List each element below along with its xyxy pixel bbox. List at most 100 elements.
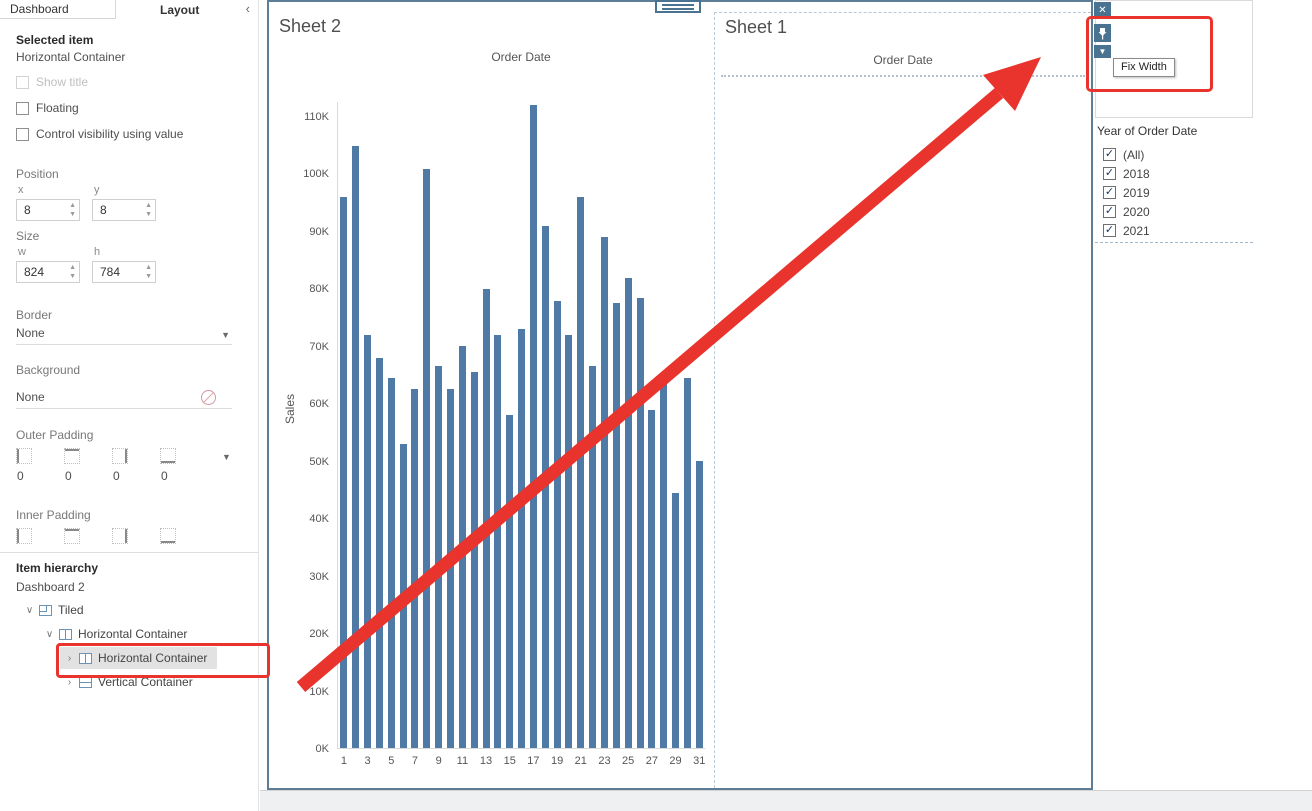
collapse-sidebar-icon[interactable]: ‹ (245, 1, 250, 16)
bar-slot (610, 102, 622, 748)
bar-day-19[interactable] (553, 300, 561, 748)
bar-day-16[interactable] (518, 329, 526, 748)
outer-padding-right-value: 0 (113, 469, 120, 483)
floating-checkbox-row[interactable]: Floating (16, 100, 79, 116)
bar-day-4[interactable] (375, 357, 383, 748)
stepper-arrows-icon[interactable]: ▲ ▼ (145, 202, 152, 218)
y-tick-label: 30K (309, 570, 329, 583)
bar-slot (516, 102, 528, 748)
bar-day-26[interactable] (636, 297, 644, 748)
inner-padding-top-icon[interactable] (64, 528, 80, 544)
bar-slot: 9 (433, 102, 445, 767)
chevron-right-icon[interactable]: › (67, 676, 72, 688)
tree-item-vertical-container[interactable]: › Vertical Container (0, 670, 259, 694)
inner-padding-right-icon[interactable] (112, 528, 128, 544)
stepper-arrows-icon[interactable]: ▲ ▼ (145, 264, 152, 280)
border-dropdown[interactable]: None ▼ (16, 326, 232, 345)
stepper-arrows-icon[interactable]: ▲ ▼ (69, 202, 76, 218)
position-x-input[interactable] (17, 200, 79, 220)
bar-day-21[interactable] (577, 197, 585, 748)
container-grip-handle-icon[interactable] (655, 0, 701, 13)
background-dropdown[interactable]: None (16, 390, 232, 409)
container-menu-caret-button[interactable]: ▼ (1094, 45, 1111, 58)
bar-day-30[interactable] (683, 377, 691, 748)
bar-slot: 23 (598, 102, 611, 767)
filter-option-all[interactable]: ✓ (All) (1103, 145, 1150, 164)
tab-dashboard[interactable]: Dashboard (0, 0, 116, 19)
filter-checkbox[interactable]: ✓ (1103, 186, 1116, 199)
filter-option-2020[interactable]: ✓ 2020 (1103, 202, 1150, 221)
bar-day-5[interactable] (387, 377, 395, 748)
bar-day-25[interactable] (624, 277, 632, 748)
tree-item-horizontal-container[interactable]: › Horizontal Container (0, 643, 270, 678)
size-h-input[interactable] (93, 262, 155, 282)
bar-day-27[interactable] (648, 409, 656, 748)
bar-day-15[interactable] (506, 415, 514, 748)
bar-day-10[interactable] (447, 389, 455, 748)
bar-day-12[interactable] (470, 372, 478, 748)
x-tick-label: 25 (622, 755, 635, 767)
bar-slot (587, 102, 599, 748)
bar-day-28[interactable] (660, 375, 668, 748)
bar-day-3[interactable] (364, 334, 372, 748)
position-y-stepper[interactable]: ▲▼ (92, 199, 156, 221)
show-title-checkbox[interactable] (16, 75, 29, 89)
bar-day-14[interactable] (494, 334, 502, 748)
bar-day-9[interactable] (435, 366, 443, 748)
bar-day-2[interactable] (352, 145, 360, 748)
background-value: None (16, 390, 45, 404)
chevron-down-icon[interactable]: ∨ (45, 628, 54, 640)
sheet1-zone[interactable]: Sheet 1 Order Date (714, 12, 1091, 788)
floating-checkbox[interactable] (16, 101, 29, 115)
filter-checkbox[interactable]: ✓ (1103, 148, 1116, 161)
control-visibility-checkbox-row[interactable]: Control visibility using value (16, 126, 183, 142)
filter-option-2018[interactable]: ✓ 2018 (1103, 164, 1150, 183)
tree-item-horizontal-container[interactable]: ∨ Horizontal Container (0, 622, 259, 646)
outer-padding-right-icon[interactable] (112, 448, 128, 464)
tree-item-tiled[interactable]: ∨ Tiled (0, 598, 259, 622)
outer-padding-left-icon[interactable] (16, 448, 32, 464)
bar-day-18[interactable] (541, 225, 549, 748)
filter-checkbox[interactable]: ✓ (1103, 167, 1116, 180)
filter-checkbox[interactable]: ✓ (1103, 224, 1116, 237)
bar-day-24[interactable] (612, 303, 620, 748)
show-title-checkbox-row[interactable]: Show title (16, 74, 88, 90)
inner-padding-bottom-icon[interactable] (160, 528, 176, 544)
dashboard-root-label[interactable]: Dashboard 2 (16, 580, 85, 594)
bar-day-29[interactable] (672, 492, 680, 748)
control-visibility-checkbox[interactable] (16, 127, 29, 141)
filter-option-2021[interactable]: ✓ 2021 (1103, 221, 1150, 240)
filter-checkbox[interactable]: ✓ (1103, 205, 1116, 218)
chevron-right-icon[interactable]: › (67, 652, 72, 664)
bar-day-1[interactable] (340, 197, 348, 748)
bar-day-8[interactable] (423, 168, 431, 748)
bar-day-17[interactable] (529, 105, 537, 748)
outer-padding-bottom-icon[interactable] (160, 448, 176, 464)
no-fill-color-icon[interactable] (201, 390, 216, 405)
bar-day-31[interactable] (695, 461, 703, 748)
inner-padding-left-icon[interactable] (16, 528, 32, 544)
chevron-down-icon[interactable]: ∨ (25, 604, 34, 616)
horizontal-container-canvas[interactable]: Sheet 2 Order Date Sales 0K 10K 20K 30K 40K 5… (267, 0, 1093, 790)
chevron-down-icon[interactable]: ▼ (222, 452, 231, 462)
bar-day-20[interactable] (565, 334, 573, 748)
bar-day-6[interactable] (399, 443, 407, 748)
stepper-arrows-icon[interactable]: ▲ ▼ (69, 264, 76, 280)
close-container-button[interactable]: ✕ (1094, 2, 1111, 19)
size-w-input[interactable] (17, 262, 79, 282)
tab-layout[interactable]: Layout (116, 0, 226, 19)
position-y-input[interactable] (93, 200, 155, 220)
y-tick-label: 80K (309, 283, 329, 296)
outer-padding-top-icon[interactable] (64, 448, 80, 464)
tab-layout-label: Layout (160, 2, 200, 17)
filter-option-2019[interactable]: ✓ 2019 (1103, 183, 1150, 202)
bar-day-11[interactable] (458, 346, 466, 748)
pin-container-button[interactable] (1094, 24, 1111, 42)
bar-day-7[interactable] (411, 389, 419, 748)
position-x-stepper[interactable]: ▲▼ (16, 199, 80, 221)
size-w-stepper[interactable]: ▲▼ (16, 261, 80, 283)
bar-day-13[interactable] (482, 289, 490, 748)
bar-day-22[interactable] (589, 366, 597, 748)
bar-day-23[interactable] (600, 237, 608, 748)
size-h-stepper[interactable]: ▲▼ (92, 261, 156, 283)
